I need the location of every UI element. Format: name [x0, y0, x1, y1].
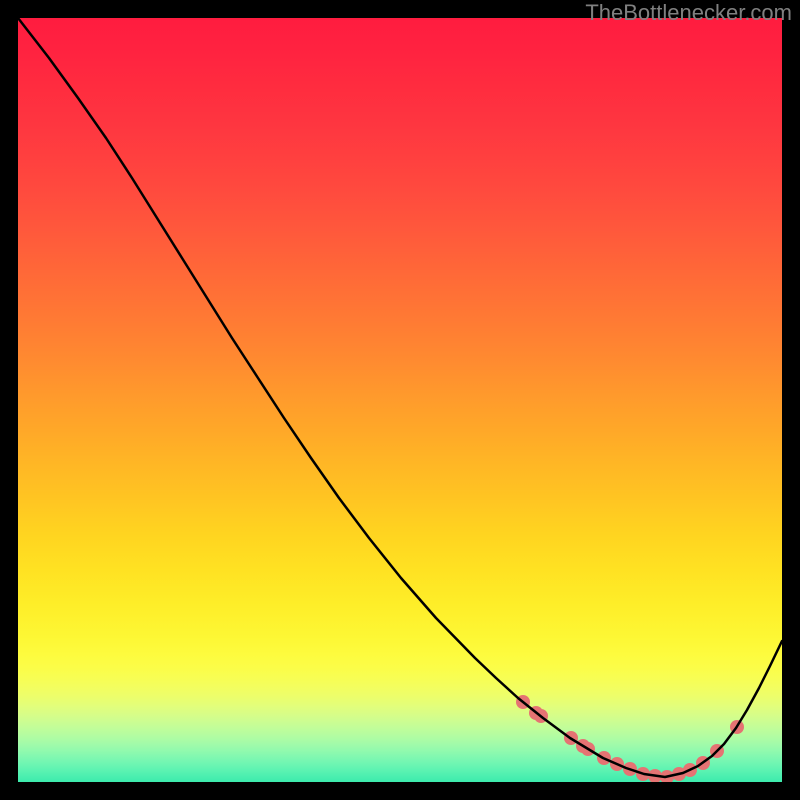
chart-background	[18, 18, 782, 782]
bottleneck-curve-chart	[18, 18, 782, 782]
chart-frame: TheBottlenecker.com	[0, 0, 800, 800]
watermark-text: TheBottlenecker.com	[585, 0, 792, 26]
plot-area	[18, 18, 782, 782]
